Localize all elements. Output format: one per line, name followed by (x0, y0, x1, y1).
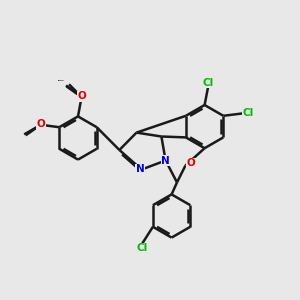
Text: N: N (161, 155, 170, 166)
Text: N: N (136, 164, 145, 175)
Text: O: O (186, 158, 195, 168)
Text: Cl: Cl (202, 77, 214, 88)
Text: O: O (78, 91, 87, 101)
Text: O: O (36, 120, 45, 130)
Text: Cl: Cl (137, 243, 148, 254)
Text: O: O (77, 92, 86, 102)
Text: Cl: Cl (242, 108, 253, 118)
Text: methoxy: methoxy (58, 80, 64, 81)
Text: O: O (37, 119, 46, 129)
